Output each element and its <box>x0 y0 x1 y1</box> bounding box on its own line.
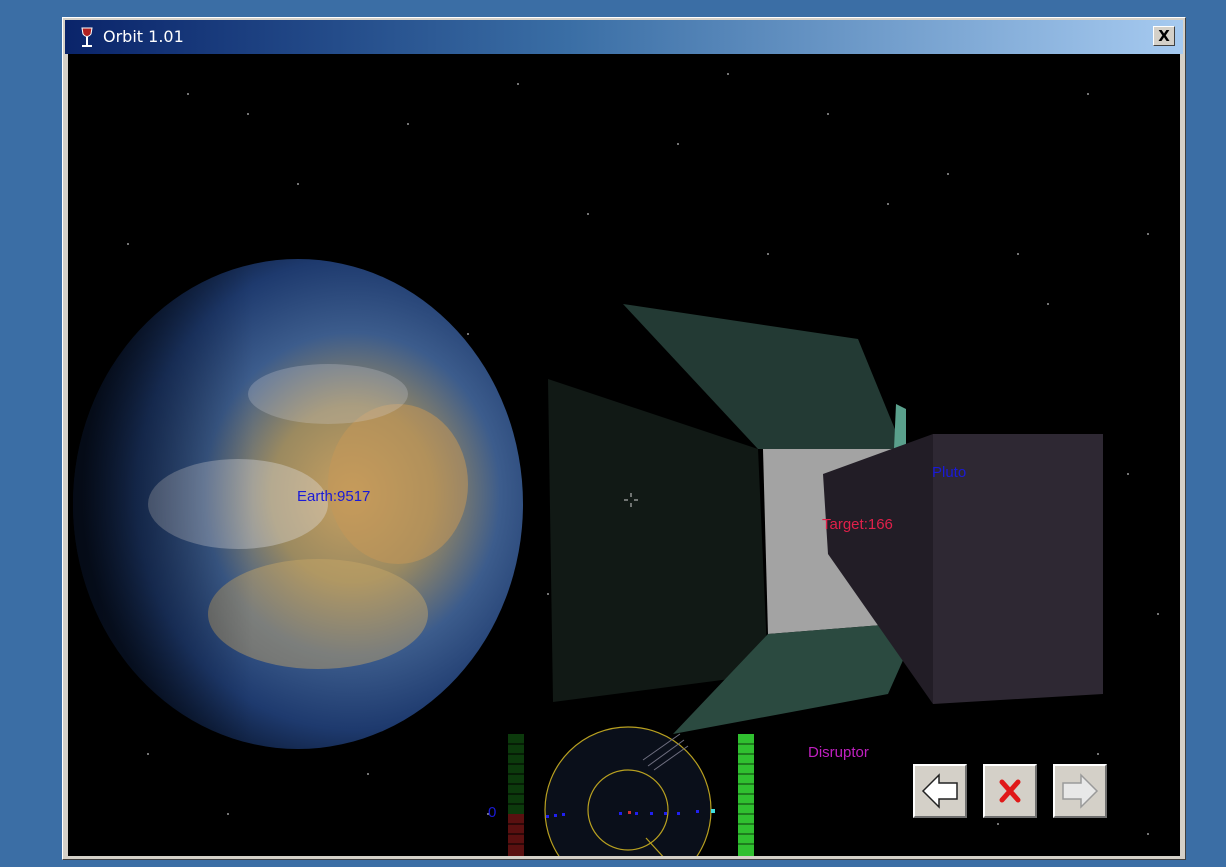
right-arrow-icon <box>1062 773 1099 809</box>
shield-gauge <box>738 734 754 856</box>
title-bar[interactable]: Orbit 1.01 X <box>65 20 1183 54</box>
space-station[interactable] <box>548 304 1103 734</box>
space-scene <box>73 73 1159 856</box>
weapon-label: Disruptor <box>808 744 869 761</box>
app-window: Orbit 1.01 X <box>62 17 1186 860</box>
radar-display <box>544 726 715 856</box>
energy-gauge <box>508 734 524 856</box>
starfield <box>127 73 1159 835</box>
earth-planet[interactable] <box>73 259 523 749</box>
close-button[interactable]: X <box>1153 26 1175 46</box>
game-viewport[interactable]: Earth:9517 Target:166 Pluto Disruptor 0 <box>68 54 1180 856</box>
window-title: Orbit 1.01 <box>103 27 184 46</box>
earth-distance-label: Earth:9517 <box>297 488 371 505</box>
pluto-label: Pluto <box>932 464 967 481</box>
radar-blips <box>546 809 715 818</box>
left-arrow-icon <box>921 773 958 809</box>
wine-glass-icon <box>81 27 93 47</box>
previous-button[interactable] <box>913 764 967 818</box>
red-x-icon <box>999 779 1021 803</box>
cancel-button[interactable] <box>983 764 1037 818</box>
next-button[interactable] <box>1053 764 1107 818</box>
crosshair-icon <box>624 493 638 507</box>
target-distance-label: Target:166 <box>822 516 893 533</box>
radar-readout: 0 <box>488 804 497 821</box>
